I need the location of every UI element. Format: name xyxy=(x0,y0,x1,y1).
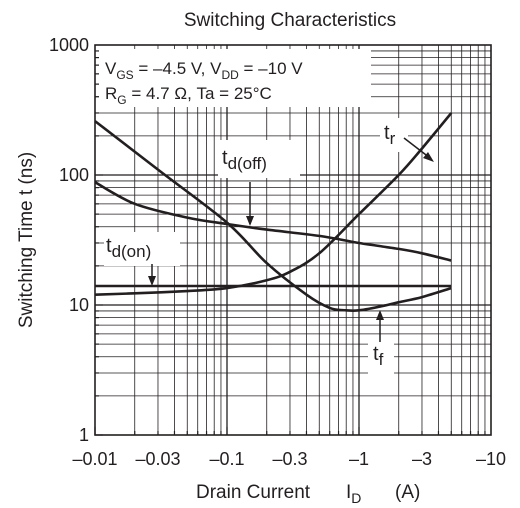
conditions-box xyxy=(99,49,371,107)
x-tick-label: –3 xyxy=(412,449,432,469)
series-line-td-off xyxy=(94,181,452,262)
series-curves xyxy=(94,112,453,313)
label-bg-tf xyxy=(368,342,394,376)
pointer-head-tf xyxy=(376,310,384,320)
x-axis-symbol: ID xyxy=(346,482,361,506)
y-tick-label: 1000 xyxy=(49,35,89,55)
chart-title: Switching Characteristics xyxy=(184,10,396,31)
series-label-td-off: td(off) xyxy=(222,147,267,173)
pointer-tr xyxy=(403,137,431,159)
y-tick-labels: 1 10 100 1000 xyxy=(49,35,89,445)
conditions-line-2: RG = 4.7 Ω, Ta = 25°C xyxy=(105,84,272,107)
conditions-line-1: VGS = –4.5 V, VDD = –10 V xyxy=(105,59,303,82)
pointer-head-td-on xyxy=(148,276,156,286)
plot-frame xyxy=(94,44,492,436)
series-line-tr xyxy=(94,112,453,296)
x-tick-labels: –0.01 –0.03 –0.1 –0.3 –1 –3 –10 xyxy=(72,449,506,469)
series-label-tr: tr xyxy=(384,122,396,148)
series-line-tf xyxy=(94,120,452,313)
x-tick-label: –0.01 xyxy=(72,449,117,469)
pointer-head-tr xyxy=(423,152,434,162)
y-tick-label: 100 xyxy=(59,165,89,185)
label-bg-td-off xyxy=(218,140,300,178)
series-label-tf: tf xyxy=(373,343,384,369)
pointer-head-td-off xyxy=(246,216,254,226)
y-axis-label: Switching Time t (ns) xyxy=(16,152,37,328)
x-tick-label: –0.03 xyxy=(135,449,180,469)
x-axis-unit: (A) xyxy=(395,482,420,503)
series-label-td-on: td(on) xyxy=(106,235,151,261)
label-bg-tr xyxy=(380,118,408,152)
y-tick-label: 10 xyxy=(69,295,89,315)
x-axis-label: Drain Current xyxy=(196,482,311,503)
axis-ticks xyxy=(94,50,486,436)
x-tick-label: –10 xyxy=(476,449,506,469)
x-tick-label: –0.3 xyxy=(272,449,307,469)
x-tick-label: –1 xyxy=(349,449,369,469)
series-labels: td(off) td(on) tr tf xyxy=(104,118,434,376)
y-tick-label: 1 xyxy=(79,425,89,445)
x-tick-label: –0.1 xyxy=(209,449,244,469)
grid-lines xyxy=(95,45,491,435)
label-bg-td-on xyxy=(104,232,180,266)
